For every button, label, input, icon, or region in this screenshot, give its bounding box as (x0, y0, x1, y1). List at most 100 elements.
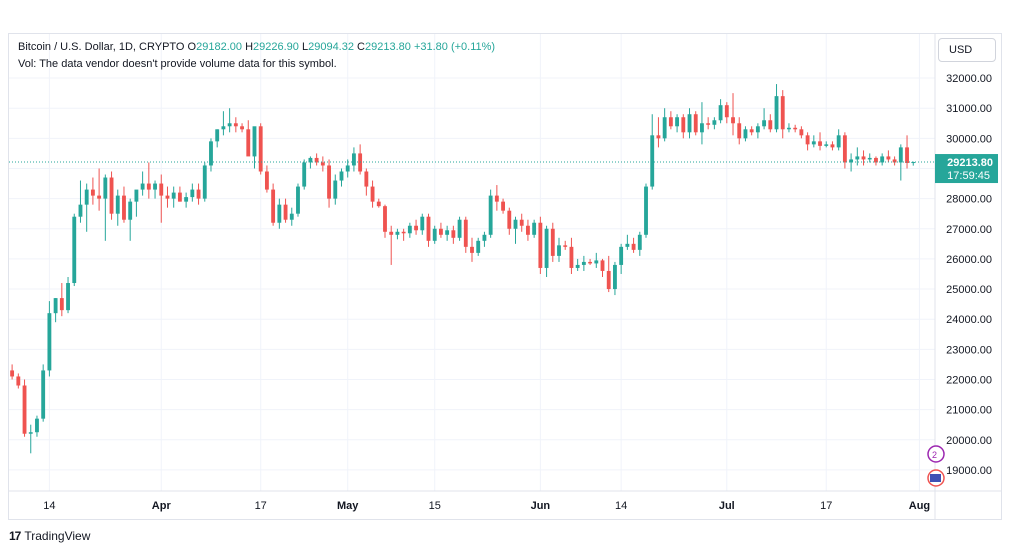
candle-body (196, 189, 201, 199)
candle-body (550, 228, 555, 256)
candle (681, 114, 686, 139)
candle (153, 180, 157, 199)
candle (283, 198, 288, 223)
candle (233, 117, 238, 133)
candle (600, 258, 605, 277)
tradingview-logo[interactable]: 17 TradingView (9, 529, 90, 543)
candle-body (165, 195, 170, 199)
candle-body (706, 123, 711, 125)
candle (41, 364, 46, 422)
candle (414, 219, 418, 235)
y-tick-label: 22000.00 (946, 374, 992, 386)
candle-body (805, 135, 810, 145)
candle (911, 161, 916, 166)
candle-body (90, 189, 95, 196)
candle (47, 301, 52, 377)
candle (526, 219, 530, 241)
candle-body (115, 195, 120, 214)
symbol-label[interactable]: Bitcoin / U.S. Dollar, 1D, CRYPTO (18, 41, 185, 53)
candle (407, 222, 412, 238)
candle-body (345, 165, 350, 172)
candle (569, 237, 574, 274)
candle (749, 126, 754, 136)
candle-body (227, 123, 232, 127)
candle (296, 183, 300, 217)
candle-body (289, 213, 294, 220)
candle-body (401, 231, 406, 234)
candle-body (482, 234, 487, 241)
candle (457, 216, 462, 241)
candle (177, 186, 182, 202)
candle-body (383, 206, 387, 232)
candle-body (271, 189, 276, 223)
candle (103, 174, 108, 241)
y-tick-label: 26000.00 (946, 254, 992, 266)
candle (700, 102, 704, 145)
candle-body (407, 225, 412, 234)
candle (59, 283, 64, 317)
currency-button[interactable]: USD (938, 38, 996, 62)
candle (656, 117, 661, 148)
candle (905, 135, 909, 169)
candle-body (818, 141, 822, 146)
candle-body (563, 245, 568, 247)
y-tick-label: 30000.00 (946, 133, 992, 145)
x-tick-label: Jun (531, 500, 551, 512)
candle-body (84, 189, 89, 205)
candle-body (507, 210, 512, 229)
candle (613, 261, 617, 296)
candle-body (526, 225, 530, 235)
candle-body (28, 432, 33, 434)
candle (793, 124, 798, 133)
candle-body (731, 117, 735, 124)
candle-body (544, 228, 549, 268)
y-tick-label: 28000.00 (946, 194, 992, 206)
candle (122, 186, 126, 223)
candle (389, 225, 394, 265)
tradingview-mark-icon: 17 (9, 529, 21, 543)
candle-body (774, 96, 779, 130)
candle-body (712, 120, 717, 125)
candle (72, 213, 77, 287)
candle (575, 258, 580, 271)
event-icon[interactable] (927, 445, 945, 463)
candle-body (420, 216, 425, 231)
candle (246, 120, 251, 157)
candle (811, 135, 816, 148)
candle (209, 138, 213, 172)
candle (874, 156, 878, 166)
candle-body (233, 123, 238, 127)
candle (364, 168, 369, 196)
candle-body (438, 228, 443, 235)
candle-body (426, 216, 431, 241)
candle (513, 216, 518, 244)
last-price-value: 29213.80 (947, 157, 993, 169)
flag-icon-fill (930, 474, 941, 482)
candle (818, 132, 822, 151)
candle-body (414, 225, 418, 231)
candle-body (53, 298, 58, 314)
candle-body (146, 183, 151, 190)
candle (712, 117, 717, 130)
candle (836, 129, 841, 151)
candle-body (283, 204, 288, 220)
candle-body (66, 283, 70, 311)
candle (190, 183, 195, 202)
candle (581, 255, 586, 271)
x-tick-label: 17 (255, 500, 267, 512)
candle (488, 189, 493, 238)
x-tick-label: 14 (43, 500, 55, 512)
candle (90, 177, 95, 205)
candle-body (718, 105, 723, 121)
open-label: O (187, 41, 197, 53)
y-tick-label: 27000.00 (946, 224, 992, 236)
x-tick-label: May (337, 500, 359, 512)
candle (420, 213, 425, 235)
candle (215, 129, 220, 148)
candle-body (631, 243, 636, 250)
candle-body (749, 129, 754, 133)
candle-body (613, 264, 617, 290)
candle (445, 225, 450, 241)
